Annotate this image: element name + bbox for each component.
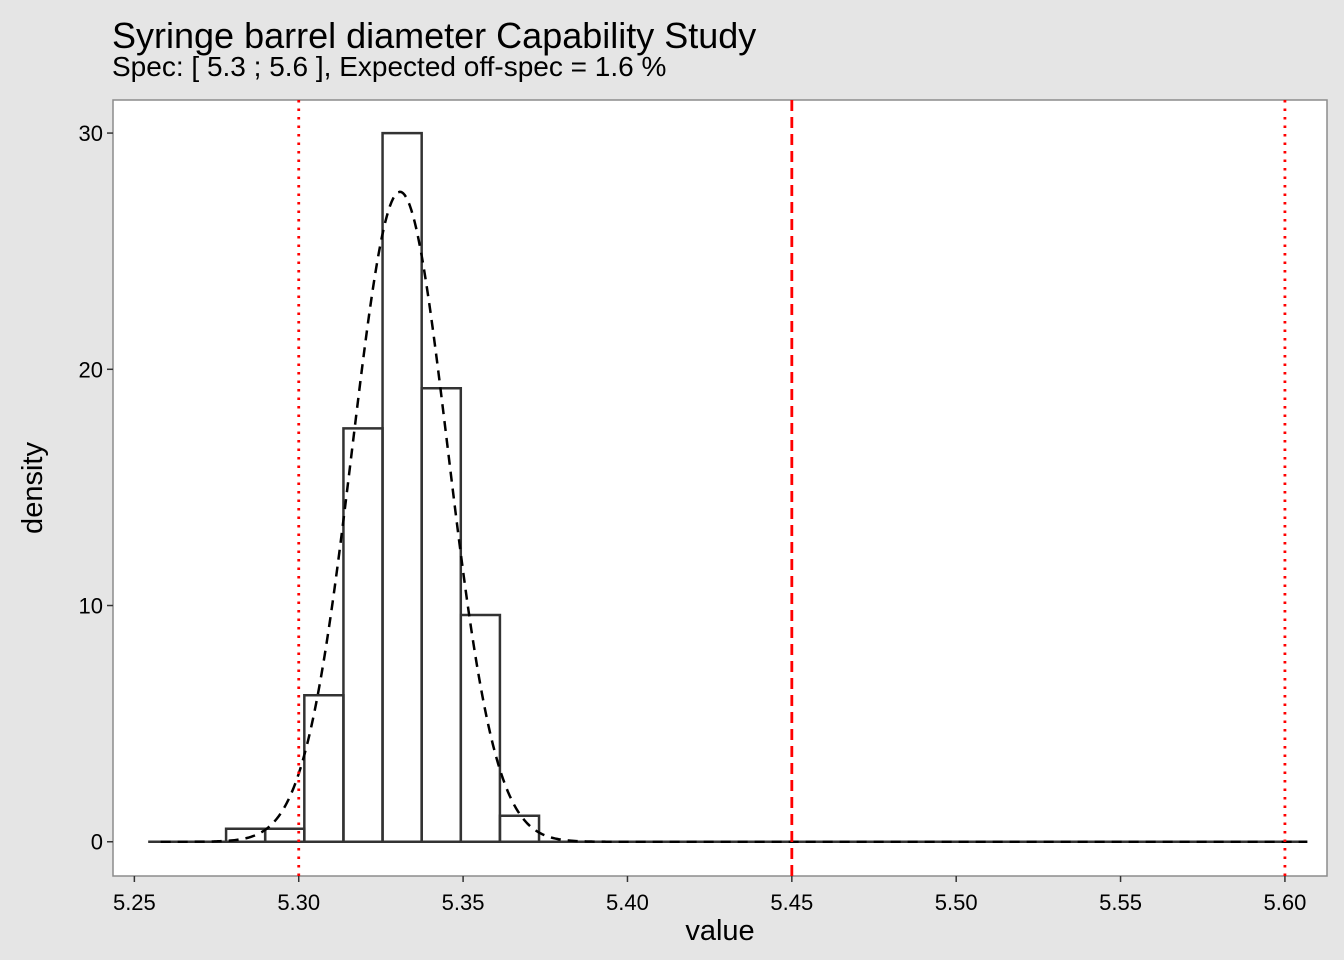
plot-panel [112, 99, 1328, 877]
histogram-bar-6 [381, 131, 423, 843]
y-tick-label: 30 [79, 121, 103, 146]
y-axis-title: density [17, 442, 49, 534]
normal-fit-curve [160, 190, 1308, 843]
axis-ticks: 5.25 5.30 5.35 5.40 5.45 5.50 5.55 5.60 0 10 20 30 [79, 121, 1307, 915]
y-tick-label: 10 [79, 594, 103, 619]
histogram-bar-7 [420, 386, 463, 843]
x-tick-label: 5.45 [770, 890, 813, 915]
plot-marks [148, 100, 1308, 876]
histogram-bar-8 [459, 613, 502, 843]
chart-subtitle: Spec: [ 5.3 ; 5.6 ], Expected off-spec =… [112, 51, 666, 82]
chart-title: Syringe barrel diameter Capability Study [112, 15, 756, 56]
x-tick-label: 5.40 [606, 890, 649, 915]
y-tick-label: 20 [79, 357, 103, 382]
x-tick-label: 5.25 [113, 890, 156, 915]
histogram-bar-9 [498, 814, 541, 843]
y-tick-label: 0 [91, 830, 103, 855]
x-tick-label: 5.60 [1264, 890, 1307, 915]
x-tick-label: 5.35 [442, 890, 485, 915]
x-tick-label: 5.30 [277, 890, 320, 915]
x-axis-title: value [685, 915, 754, 947]
x-tick-label: 5.50 [935, 890, 978, 915]
x-tick-label: 5.55 [1099, 890, 1142, 915]
